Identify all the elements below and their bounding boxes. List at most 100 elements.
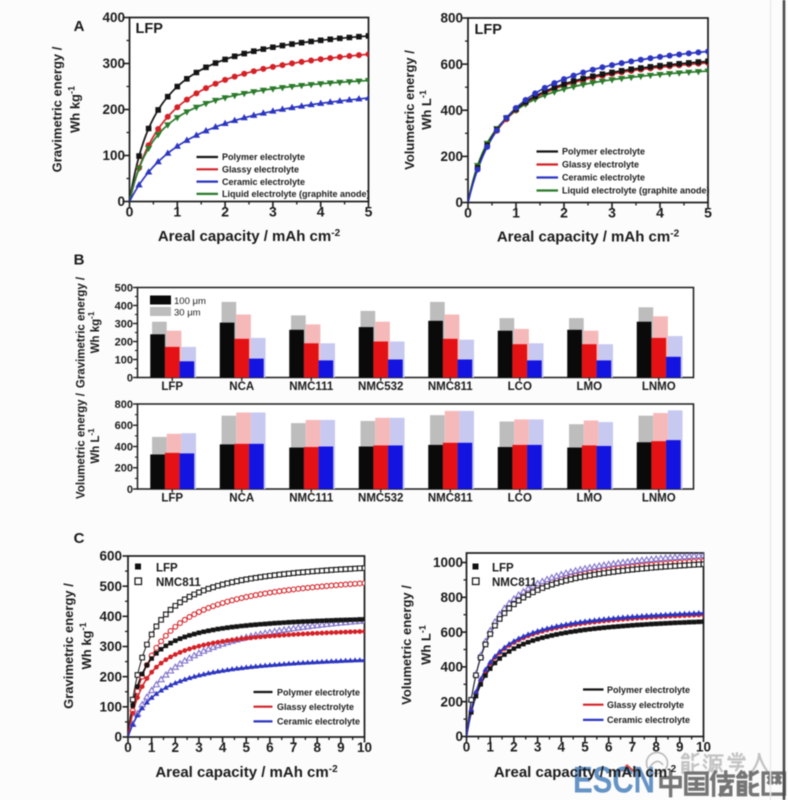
- svg-text:500: 500: [115, 282, 133, 294]
- svg-text:Gravimetric energy /: Gravimetric energy /: [61, 583, 76, 709]
- svg-text:Liquid electrolyte (graphite a: Liquid electrolyte (graphite anode): [222, 189, 370, 199]
- svg-text:200: 200: [440, 694, 463, 709]
- svg-text:0: 0: [455, 195, 463, 210]
- svg-text:1: 1: [486, 740, 494, 755]
- svg-text:C: C: [74, 530, 85, 547]
- svg-text:400: 400: [440, 103, 463, 118]
- svg-text:Ceramic electrolyte: Ceramic electrolyte: [277, 717, 360, 727]
- svg-text:9: 9: [337, 740, 345, 755]
- svg-text:Areal capacity / mAh cm-2: Areal capacity / mAh cm-2: [497, 229, 680, 246]
- svg-text:300: 300: [115, 318, 133, 330]
- svg-text:100: 100: [115, 354, 133, 366]
- svg-text:0: 0: [464, 205, 472, 221]
- svg-text:4: 4: [558, 740, 566, 755]
- svg-text:0: 0: [463, 740, 471, 755]
- svg-text:4: 4: [317, 204, 325, 220]
- svg-text:Wh kg-1: Wh kg-1: [67, 86, 83, 133]
- svg-text:800: 800: [440, 590, 463, 605]
- svg-text:2: 2: [172, 740, 180, 755]
- svg-text:Liquid electrolyte (graphite a: Liquid electrolyte (graphite anode): [562, 186, 710, 196]
- svg-text:4: 4: [656, 205, 664, 221]
- svg-text:LFP: LFP: [156, 563, 178, 575]
- svg-text:NCA: NCA: [229, 493, 254, 505]
- svg-text:Volumetric energy /: Volumetric energy /: [399, 585, 414, 705]
- svg-text:Glassy electrolyte: Glassy electrolyte: [222, 165, 299, 175]
- svg-text:0: 0: [126, 204, 134, 220]
- svg-text:NMC532: NMC532: [358, 493, 403, 505]
- svg-text:600: 600: [115, 420, 133, 432]
- svg-text:2: 2: [510, 740, 518, 755]
- svg-text:600: 600: [99, 549, 122, 564]
- svg-text:LMO: LMO: [576, 493, 602, 505]
- svg-text:LFP: LFP: [136, 21, 164, 37]
- svg-text:800: 800: [115, 399, 133, 411]
- svg-text:Glassy electrolyte: Glassy electrolyte: [562, 160, 639, 170]
- svg-text:400: 400: [115, 441, 133, 453]
- svg-text:Ceramic electrolyte: Ceramic electrolyte: [607, 715, 690, 725]
- svg-text:7: 7: [290, 740, 298, 755]
- svg-text:6: 6: [605, 740, 613, 755]
- svg-text:5: 5: [365, 204, 373, 220]
- svg-text:5: 5: [581, 740, 589, 755]
- svg-text:100: 100: [102, 148, 125, 163]
- svg-text:Wh L-1: Wh L-1: [418, 90, 434, 130]
- svg-text:Gravimetric energy /: Gravimetric energy /: [50, 46, 65, 172]
- svg-text:200: 200: [115, 463, 133, 475]
- svg-text:NMC111: NMC111: [289, 493, 334, 505]
- svg-text:0: 0: [127, 372, 133, 384]
- svg-text:500: 500: [99, 579, 122, 594]
- svg-text:400: 400: [115, 300, 133, 312]
- svg-text:NMC811: NMC811: [428, 381, 473, 393]
- svg-text:2: 2: [560, 205, 568, 221]
- svg-text:8: 8: [652, 740, 660, 755]
- svg-text:400: 400: [102, 10, 125, 25]
- svg-text:0: 0: [124, 740, 132, 755]
- svg-text:A: A: [74, 18, 85, 35]
- svg-text:0: 0: [117, 194, 125, 209]
- svg-text:0: 0: [114, 730, 122, 745]
- svg-text:ESCN: ESCN: [573, 760, 655, 800]
- svg-text:Polymer electrolyte: Polymer electrolyte: [562, 147, 645, 157]
- svg-text:600: 600: [440, 57, 463, 72]
- svg-text:Volumetric energy /: Volumetric energy /: [76, 392, 88, 499]
- svg-text:Glassy electrolyte: Glassy electrolyte: [607, 700, 684, 710]
- svg-text:NMC532: NMC532: [358, 381, 403, 393]
- svg-text:8: 8: [313, 740, 321, 755]
- svg-text:Polymer electrolyte: Polymer electrolyte: [222, 152, 305, 162]
- svg-text:1: 1: [173, 204, 181, 220]
- svg-text:200: 200: [99, 669, 122, 684]
- svg-text:Volumetric energy /: Volumetric energy /: [402, 50, 417, 170]
- svg-text:1: 1: [512, 205, 520, 221]
- svg-text:LFP: LFP: [161, 381, 183, 393]
- svg-text:Areal capacity / mAh cm-2: Areal capacity / mAh cm-2: [494, 764, 677, 781]
- svg-text:3: 3: [195, 740, 203, 755]
- svg-text:Polymer electrolyte: Polymer electrolyte: [607, 685, 690, 695]
- svg-text:NMC111: NMC111: [289, 381, 334, 393]
- svg-text:6: 6: [266, 740, 274, 755]
- svg-text:5: 5: [704, 205, 712, 221]
- svg-text:LFP: LFP: [492, 563, 514, 575]
- svg-text:Wh L-1: Wh L-1: [418, 625, 434, 665]
- svg-text:600: 600: [440, 625, 463, 640]
- svg-text:LCO: LCO: [508, 493, 532, 505]
- svg-text:B: B: [74, 252, 85, 269]
- svg-text:10: 10: [357, 740, 372, 755]
- svg-text:9: 9: [676, 740, 684, 755]
- svg-text:LNMO: LNMO: [642, 493, 676, 505]
- svg-text:Ceramic electrolyte: Ceramic electrolyte: [222, 177, 305, 187]
- svg-text:Gravimetric energy /: Gravimetric energy /: [76, 276, 88, 388]
- svg-text:0: 0: [455, 729, 463, 744]
- svg-text:Ceramic electrolyte: Ceramic electrolyte: [562, 173, 645, 183]
- svg-text:1000: 1000: [433, 555, 463, 570]
- svg-text:30 μm: 30 μm: [174, 308, 201, 319]
- svg-text:2: 2: [221, 204, 229, 220]
- svg-text:100 μm: 100 μm: [174, 296, 206, 307]
- svg-text:Glassy electrolyte: Glassy electrolyte: [277, 702, 354, 712]
- svg-text:400: 400: [99, 609, 122, 624]
- svg-text:LMO: LMO: [576, 381, 602, 393]
- svg-text:NCA: NCA: [229, 381, 254, 393]
- svg-text:Areal capacity / mAh cm-2: Areal capacity / mAh cm-2: [158, 228, 341, 245]
- svg-text:100: 100: [99, 700, 122, 715]
- svg-text:200: 200: [440, 149, 463, 164]
- svg-text:300: 300: [102, 56, 125, 71]
